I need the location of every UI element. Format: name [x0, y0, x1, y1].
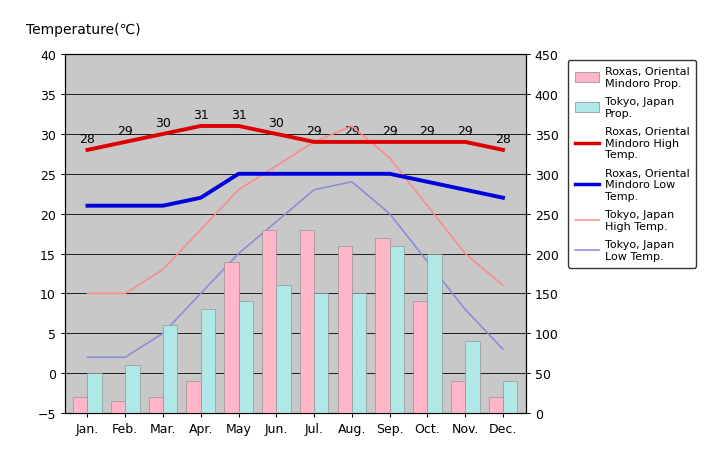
Bar	[125, 365, 140, 413]
Bar	[390, 246, 404, 413]
Bar	[262, 230, 276, 413]
Bar	[201, 310, 215, 413]
Bar	[338, 246, 352, 413]
Bar	[428, 254, 442, 413]
Bar	[300, 230, 314, 413]
Bar	[352, 294, 366, 413]
Bar	[375, 238, 390, 413]
Bar	[224, 262, 238, 413]
Bar	[276, 286, 291, 413]
Text: 29: 29	[306, 125, 322, 138]
Bar	[465, 341, 480, 413]
Bar	[238, 302, 253, 413]
Text: 31: 31	[230, 109, 246, 122]
Bar	[451, 381, 465, 413]
Bar	[489, 397, 503, 413]
Bar	[503, 381, 517, 413]
Bar	[163, 325, 177, 413]
Text: 29: 29	[382, 125, 397, 138]
Text: 30: 30	[155, 117, 171, 130]
Text: Temperature(℃): Temperature(℃)	[26, 23, 140, 37]
Bar	[87, 373, 102, 413]
Text: 28: 28	[79, 133, 95, 146]
Text: 29: 29	[117, 125, 133, 138]
Bar	[413, 302, 428, 413]
Text: 29: 29	[457, 125, 473, 138]
Legend: Roxas, Oriental
Mindoro Prop., Tokyo, Japan
Prop., Roxas, Oriental
Mindoro High
: Roxas, Oriental Mindoro Prop., Tokyo, Ja…	[568, 61, 696, 268]
Text: 31: 31	[193, 109, 209, 122]
Bar	[314, 294, 328, 413]
Bar	[148, 397, 163, 413]
Bar	[186, 381, 201, 413]
Text: 28: 28	[495, 133, 511, 146]
Text: 29: 29	[344, 125, 360, 138]
Bar	[111, 401, 125, 413]
Text: 30: 30	[269, 117, 284, 130]
Bar	[73, 397, 87, 413]
Text: 29: 29	[420, 125, 436, 138]
